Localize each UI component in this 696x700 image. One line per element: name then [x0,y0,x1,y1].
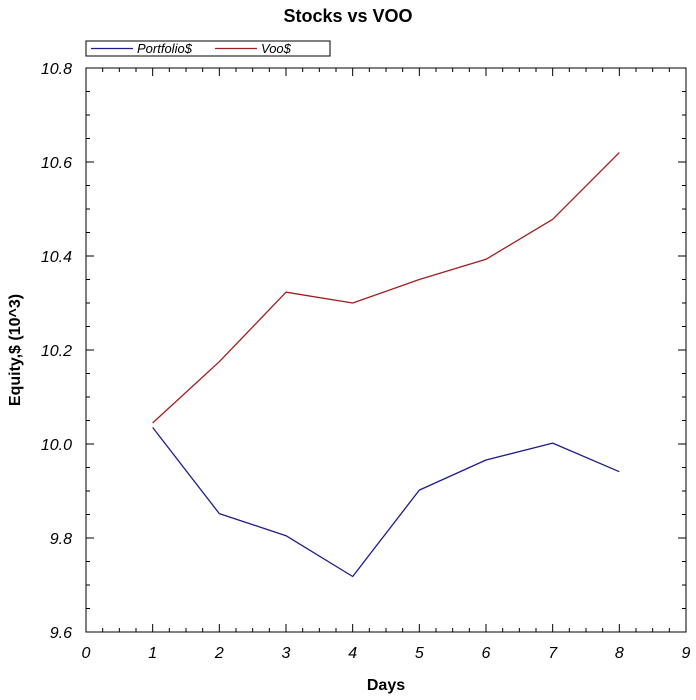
x-tick-label: 1 [148,645,157,662]
legend-label-voo: Voo$ [261,41,292,56]
x-tick-label: 7 [548,645,558,662]
y-tick-label: 9.6 [50,625,72,642]
y-tick-label: 10.2 [41,343,72,360]
x-tick-label: 5 [415,645,424,662]
x-tick-label: 2 [214,645,224,662]
x-tick-label: 4 [348,645,357,662]
x-axis-ticks: 0 1 2 3 4 5 6 7 8 9 [82,68,691,662]
chart-title: Stocks vs VOO [283,6,412,26]
legend: Portfolio$ Voo$ [85,40,331,57]
y-axis-ticks: 9.6 9.8 10.0 10.2 10.4 10.6 10.8 [41,61,686,642]
x-tick-label: 9 [682,645,691,662]
x-axis-label: Days [367,677,405,694]
series-line-voo [152,152,620,424]
x-tick-label: 6 [482,645,491,662]
y-tick-label: 10.4 [41,249,72,266]
plot-frame [85,67,687,633]
legend-label-portfolio: Portfolio$ [137,41,193,56]
series-line-portfolio [152,427,620,578]
legend-box [85,40,331,57]
series-layer [152,152,620,578]
x-tick-label: 3 [282,645,291,662]
y-axis-label: Equity,$ (10^3) [7,294,24,406]
y-tick-label: 10.6 [41,155,72,172]
y-tick-label: 10.8 [41,61,72,78]
y-tick-label: 10.0 [41,437,72,454]
x-tick-label: 0 [82,645,91,662]
x-tick-label: 8 [615,645,624,662]
y-tick-label: 9.8 [50,531,72,548]
